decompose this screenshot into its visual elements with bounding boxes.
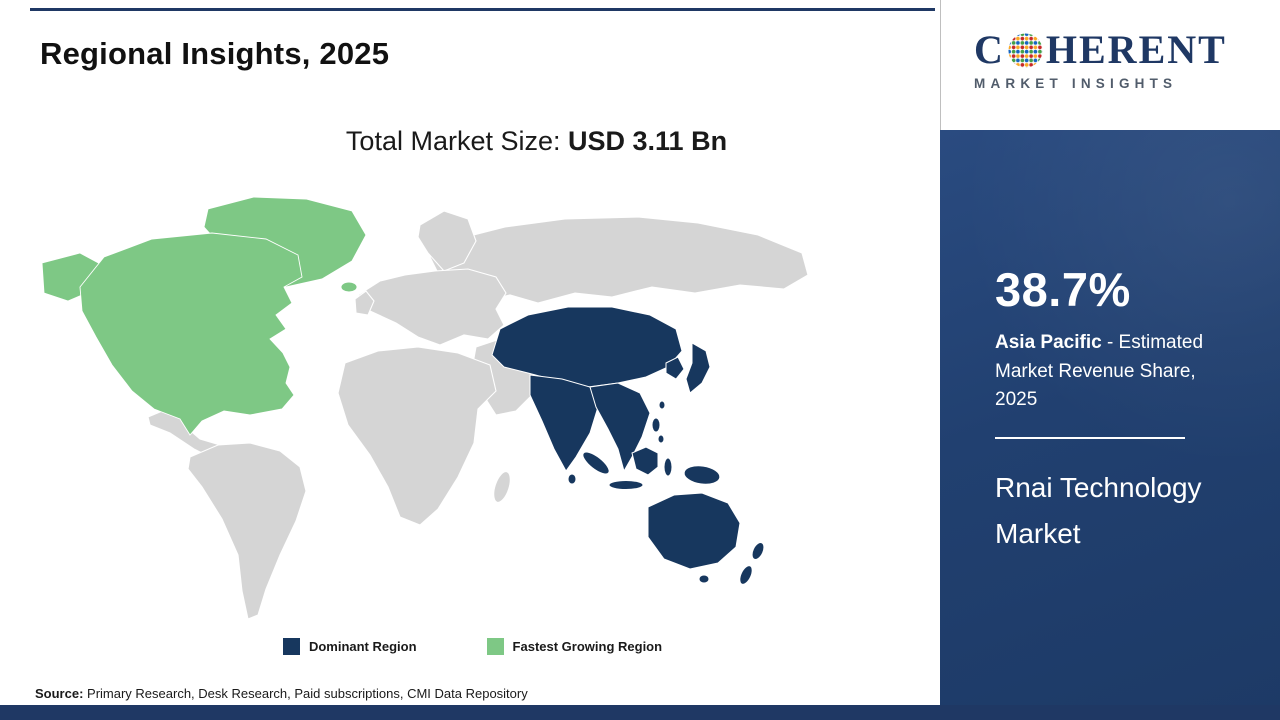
market-share-description: Asia Pacific - Estimated Market Revenue … <box>995 329 1233 415</box>
top-rule <box>30 8 935 11</box>
fastest-growing-region-swatch <box>486 638 504 655</box>
market-name: Rnai Technology Market <box>995 471 1202 549</box>
share-description-text: - Estimated Market Revenue Share, 2025 <box>995 332 1209 410</box>
map-legend: Dominant Region Fastest Growing Region <box>0 638 945 655</box>
brand-wordmark: C HERENT <box>974 30 1280 70</box>
total-market-size-label: Total Market Size: <box>345 126 568 156</box>
globe-dots-icon <box>1008 32 1043 68</box>
world-map <box>41 196 809 620</box>
page-title: Regional Insights, 2025 <box>40 36 390 71</box>
right-column: C HERENT MARKET INSIGHTS <box>940 0 1280 720</box>
brand-logo: C HERENT MARKET INSIGHTS <box>940 0 1280 130</box>
legend-item-fastest-growing: Fastest Growing Region <box>486 638 663 655</box>
source-note: Source: Primary Research, Desk Research,… <box>35 686 528 701</box>
total-market-size-value: USD 3.11 Bn <box>568 126 728 156</box>
bottom-bar <box>0 705 1280 720</box>
market-share-value: 38.7% <box>995 263 1131 316</box>
legend-item-dominant: Dominant Region <box>282 638 417 655</box>
divider-line <box>995 436 1185 439</box>
brand-tagline: MARKET INSIGHTS <box>974 76 1178 91</box>
sidebar-panel: 38.7% Asia Pacific - Estimated Market Re… <box>940 130 1280 720</box>
region-asia-pacific <box>491 306 765 585</box>
source-label: Source: <box>35 686 84 701</box>
dominant-region-swatch <box>282 638 300 655</box>
total-market-size: Total Market Size: USD 3.11 Bn <box>0 126 945 157</box>
main-content: Regional Insights, 2025 Total Market Siz… <box>0 8 945 701</box>
fastest-growing-region-label: Fastest Growing Region <box>512 639 663 654</box>
dominant-region-label: Dominant Region <box>308 639 417 654</box>
region-name: Asia Pacific <box>995 332 1102 353</box>
source-text: Primary Research, Desk Research, Paid su… <box>83 686 528 701</box>
brand-letter-c: C <box>974 27 1005 72</box>
brand-rest: HERENT <box>1045 27 1227 72</box>
region-north-america <box>41 196 367 436</box>
